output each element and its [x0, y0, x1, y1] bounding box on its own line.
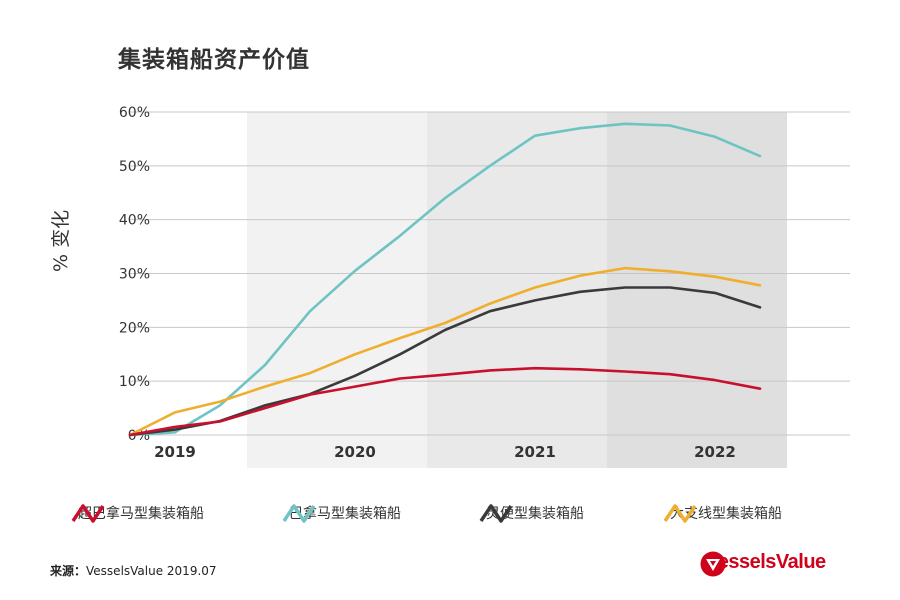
series-line-1	[128, 122, 762, 437]
legend-item-feedermax: 大支线型集装箱船	[662, 500, 782, 526]
legend-label-feedermax: 大支线型集装箱船	[670, 506, 782, 522]
y-tick-label: 50%	[119, 159, 150, 175]
legend-item-panamax: 巴拿马型集装箱船	[281, 500, 401, 526]
legend-item-post-panamax: 超巴拿马型集装箱船	[70, 500, 204, 526]
source-text: VesselsValue 2019.07	[86, 564, 217, 578]
logo-text: VesselsValue	[706, 551, 826, 573]
y-tick-label: 60%	[119, 105, 150, 121]
series-line-3	[128, 266, 762, 437]
legend-swatch-panamax	[282, 504, 316, 523]
y-tick-label: 30%	[119, 267, 150, 283]
series-line-0	[128, 366, 762, 437]
legend-label-handysize: 灵便型集装箱船	[486, 506, 584, 522]
source-label: 来源：	[50, 564, 87, 578]
source-note: 来源：VesselsValue 2019.07	[50, 562, 217, 579]
y-tick-label: 10%	[119, 374, 150, 390]
x-tick-label: 2022	[694, 443, 736, 461]
vesselsvalue-logo: VesselsValue	[700, 551, 826, 577]
vesselsvalue-logo-icon	[700, 551, 726, 577]
chart-title: 集装箱船资产价值	[118, 47, 310, 73]
y-tick-label: 20%	[119, 320, 150, 336]
x-tick-label: 2020	[334, 443, 376, 461]
legend-label-panamax: 巴拿马型集装箱船	[289, 506, 401, 522]
legend-swatch-post-panamax	[71, 504, 105, 523]
legend-swatch-handysize	[479, 504, 513, 523]
chart-legend: 超巴拿马型集装箱船 巴拿马型集装箱船 灵便型集装箱船 大支线型集装箱船	[0, 500, 900, 530]
y-tick-label: 40%	[119, 213, 150, 229]
year-band-1	[427, 112, 607, 468]
y-axis-label: % 变化	[50, 209, 72, 272]
x-tick-label: 2019	[154, 443, 196, 461]
year-band-0	[247, 112, 427, 468]
legend-swatch-feedermax	[663, 504, 697, 523]
x-tick-label: 2021	[514, 443, 556, 461]
legend-label-post-panamax: 超巴拿马型集装箱船	[78, 506, 204, 522]
legend-item-handysize: 灵便型集装箱船	[478, 500, 584, 526]
